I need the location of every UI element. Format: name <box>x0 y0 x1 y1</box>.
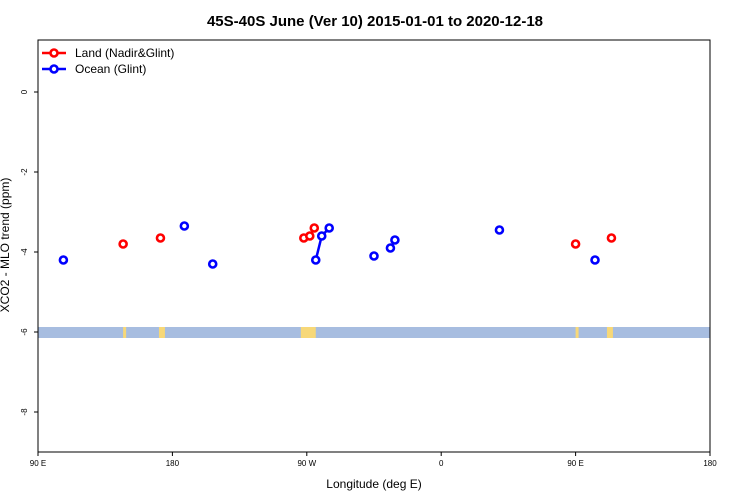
data-point <box>118 239 128 249</box>
land-band-segment <box>300 327 316 338</box>
y-tick-label: -6 <box>20 328 29 336</box>
data-point <box>310 255 321 265</box>
surface-type-band <box>38 327 710 338</box>
data-point <box>58 255 69 265</box>
land-band-segment <box>158 327 165 338</box>
data-point <box>369 251 379 261</box>
data-point <box>590 255 600 265</box>
plot-frame: 90 E 180 90 W 0 90 E 180 0 -2 -4 -6 -8 <box>20 39 717 468</box>
legend-marker <box>49 64 59 74</box>
data-point <box>570 239 581 249</box>
legend-marker <box>49 48 59 58</box>
y-axis-label: XCO2 - MLO trend (ppm) <box>0 178 12 313</box>
data-point <box>316 231 327 241</box>
x-tick-label: 0 <box>439 459 444 468</box>
land-band-segment <box>606 327 613 338</box>
data-point <box>155 233 166 243</box>
data-series <box>58 221 617 269</box>
data-point <box>606 233 617 243</box>
plot-border <box>37 39 711 453</box>
land-band-segment <box>575 327 579 338</box>
x-tick-label: 90 E <box>567 459 583 468</box>
y-tick-label: 0 <box>20 89 29 94</box>
data-point <box>385 243 396 253</box>
x-axis-label: Longitude (deg E) <box>326 477 421 491</box>
data-point <box>207 259 218 269</box>
x-tick-label: 180 <box>703 459 717 468</box>
data-point <box>494 225 505 235</box>
x-tick-label: 180 <box>166 459 180 468</box>
y-tick-label: -8 <box>20 408 29 416</box>
legend: Land (Nadir&Glint) Ocean (Glint) <box>42 46 174 76</box>
land-band-segment <box>123 327 127 338</box>
y-tick-label: -2 <box>20 168 29 176</box>
data-point <box>179 221 190 231</box>
data-point <box>324 223 335 233</box>
data-point <box>390 235 400 245</box>
legend-label: Ocean (Glint) <box>75 62 146 76</box>
chart-title: 45S-40S June (Ver 10) 2015-01-01 to 2020… <box>207 13 543 30</box>
data-point <box>309 223 320 233</box>
data-point <box>304 231 315 241</box>
x-tick-label: 90 E <box>30 459 46 468</box>
legend-label: Land (Nadir&Glint) <box>75 46 174 60</box>
y-tick-label: -4 <box>20 248 29 256</box>
x-tick-label: 90 W <box>297 459 316 468</box>
ocean-band <box>38 327 710 338</box>
